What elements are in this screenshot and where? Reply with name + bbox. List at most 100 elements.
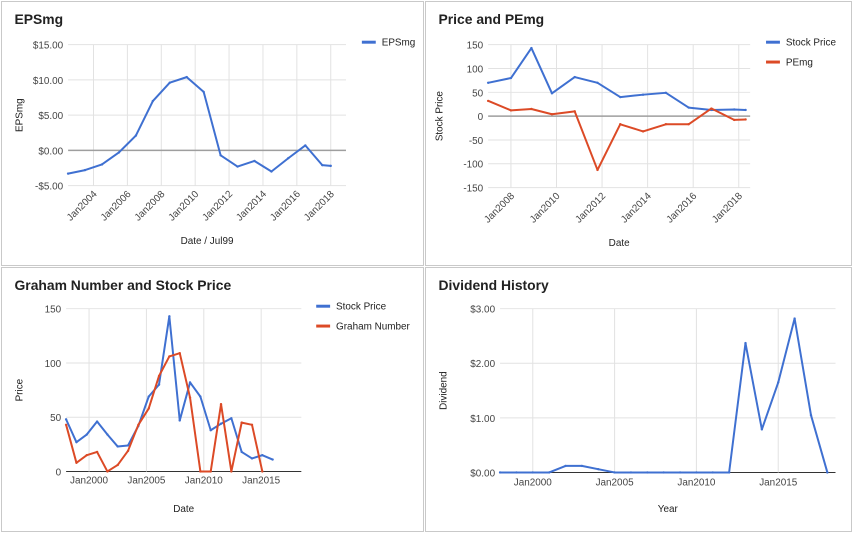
data-point: [793, 317, 796, 320]
y-tick-label: -50: [469, 136, 484, 147]
data-point: [64, 423, 68, 426]
data-point: [597, 467, 600, 471]
y-tick-label: -150: [463, 184, 483, 195]
data-point: [95, 420, 99, 423]
x-tick-label: Jan2016: [268, 189, 303, 224]
data-point: [619, 95, 622, 99]
data-point: [75, 440, 78, 444]
data-point: [573, 110, 576, 113]
data-point: [202, 90, 205, 94]
y-axis-title: Stock Price: [434, 91, 445, 142]
chart-title: EPSmg: [15, 11, 64, 27]
chart-title: Price and PEmg: [439, 11, 545, 27]
x-tick-label: Jan2010: [677, 477, 716, 488]
data-point: [261, 470, 264, 473]
y-tick-label: 50: [472, 88, 484, 99]
chart-panel-dividend-history: Dividend History $3.00 $2.00 $1.00 $0.00 Jan2…: [425, 267, 852, 532]
data-point: [250, 457, 254, 460]
y-tick-label: $15.00: [33, 41, 64, 52]
data-point: [85, 433, 88, 436]
data-point: [199, 395, 202, 398]
data-point: [486, 99, 490, 103]
x-tick-label: Jan2005: [596, 477, 635, 488]
y-tick-label: 150: [45, 305, 62, 316]
x-tick-label: Jan2010: [167, 189, 202, 224]
data-point: [137, 423, 140, 426]
data-point: [678, 471, 682, 474]
data-point: [486, 81, 490, 84]
data-point: [83, 168, 87, 172]
data-point: [261, 453, 264, 457]
graham-number-and-stock-price-chart: Graham Number and Stock Price 150 100 50 0 Ja…: [14, 277, 410, 515]
data-point: [230, 417, 233, 420]
data-point: [147, 407, 150, 410]
data-point: [509, 109, 513, 112]
data-point: [664, 123, 668, 126]
y-tick-label: $3.00: [470, 305, 495, 316]
x-tick-label: Jan2008: [133, 189, 168, 224]
data-point: [744, 341, 747, 345]
data-point: [95, 450, 99, 454]
data-point: [240, 421, 243, 424]
x-tick-label: Jan2016: [665, 191, 700, 226]
data-point: [117, 151, 121, 154]
data-point: [157, 383, 161, 386]
legend-label: EPSmg: [382, 38, 416, 49]
data-point: [695, 471, 698, 474]
chart-panel-graham-number: Graham Number and Stock Price 150 100 50 0 Ja…: [1, 267, 424, 532]
data-point: [321, 163, 324, 167]
chart-panel-epsmg: EPSmg $15.00 $10.00 $5.00 $0.00 -$5.00 Jan2004…: [1, 1, 424, 266]
data-point: [230, 470, 233, 473]
data-point: [188, 381, 192, 384]
data-point: [530, 46, 533, 50]
data-point: [209, 429, 212, 432]
data-point: [178, 351, 181, 355]
data-point: [106, 470, 109, 473]
x-tick-label: Jan2014: [234, 189, 269, 224]
legend-swatch: [316, 324, 331, 328]
y-tick-label: 50: [50, 413, 62, 424]
data-point: [641, 130, 645, 133]
y-tick-label: 0: [56, 467, 62, 478]
data-point: [646, 471, 649, 474]
data-point: [209, 470, 212, 473]
data-point: [727, 471, 731, 474]
legend-swatch: [766, 40, 780, 44]
y-tick-label: 0: [478, 112, 484, 123]
data-point: [75, 461, 78, 464]
data-point: [550, 113, 554, 116]
legend-label: Graham Number: [336, 322, 410, 333]
data-point: [168, 81, 171, 84]
x-tick-label: Jan2012: [201, 189, 236, 224]
data-point: [116, 463, 119, 467]
y-tick-label: 150: [467, 41, 484, 52]
data-point: [178, 419, 181, 422]
data-point: [287, 156, 290, 160]
x-axis-title: Date: [609, 238, 630, 249]
data-point: [733, 108, 736, 111]
data-point: [100, 163, 104, 166]
legend-label: Stock Price: [786, 38, 837, 49]
legend-label: PEmg: [786, 58, 813, 69]
y-tick-label: $0.00: [38, 146, 63, 157]
data-point: [116, 445, 119, 448]
x-tick-label: Jan2018: [710, 191, 745, 226]
chart-title: Dividend History: [439, 277, 550, 293]
epsmg-chart: EPSmg $15.00 $10.00 $5.00 $0.00 -$5.00Jan2004…: [14, 11, 416, 247]
x-axis-title: Year: [658, 504, 679, 515]
data-point: [219, 402, 223, 406]
x-tick-label: Jan2005: [127, 475, 166, 486]
series-line-epsmg: [67, 76, 331, 175]
data-point: [687, 123, 690, 126]
legend-swatch: [316, 304, 331, 308]
data-point: [580, 464, 584, 468]
data-point: [547, 471, 551, 474]
data-point: [596, 168, 599, 172]
series-line-graham-number: [65, 352, 264, 473]
x-tick-label: Jan2015: [242, 475, 281, 486]
chart-title: Graham Number and Stock Price: [15, 277, 232, 293]
data-point: [253, 159, 256, 163]
legend-label: Stock Price: [336, 302, 387, 313]
legend-swatch: [361, 40, 376, 44]
data-point: [126, 449, 130, 453]
